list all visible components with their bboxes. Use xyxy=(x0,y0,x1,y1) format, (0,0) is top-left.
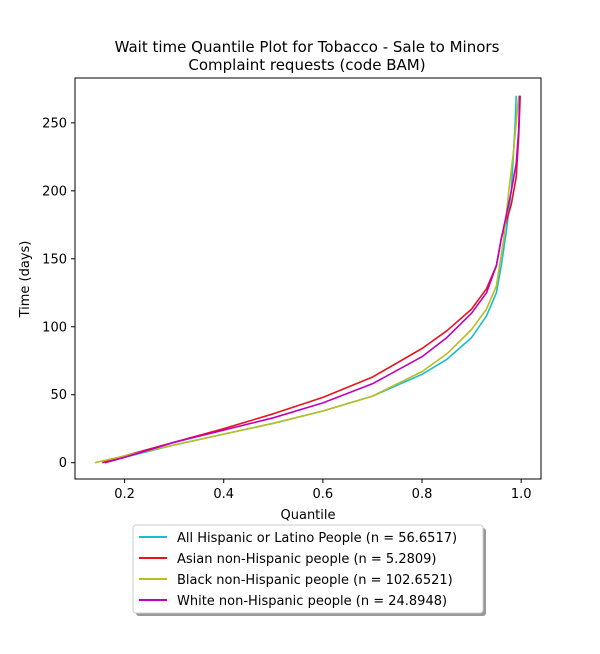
legend-label: All Hispanic or Latino People (n = 56.65… xyxy=(177,531,457,546)
x-tick-label: 1.0 xyxy=(511,487,532,502)
y-axis: 0 50 100 150 200 250 xyxy=(42,116,75,471)
legend: All Hispanic or Latino People (n = 56.65… xyxy=(132,524,486,616)
y-tick-label: 200 xyxy=(42,184,67,199)
plot-frame xyxy=(74,77,542,480)
x-tick-label: 0.6 xyxy=(313,487,334,502)
y-tick-label: 150 xyxy=(42,252,67,267)
chart-title-line-1: Wait time Quantile Plot for Tobacco - Sa… xyxy=(115,38,500,56)
x-axis: 0.2 0.4 0.6 0.8 1.0 xyxy=(114,479,532,502)
chart-title-line-2: Complaint requests (code BAM) xyxy=(188,56,425,74)
legend-box xyxy=(132,524,484,614)
legend-items: All Hispanic or Latino People (n = 56.65… xyxy=(139,531,457,609)
x-tick-label: 0.4 xyxy=(213,487,234,502)
y-tick-label: 50 xyxy=(50,388,67,403)
x-tick-label: 0.8 xyxy=(412,487,433,502)
series-lines xyxy=(94,95,521,464)
y-axis-label: Time (days) xyxy=(18,241,33,319)
series-line-2 xyxy=(102,95,521,464)
series-line-4 xyxy=(104,95,521,464)
legend-label: Asian non-Hispanic people (n = 5.2809) xyxy=(177,552,436,567)
legend-label: Black non-Hispanic people (n = 102.6521) xyxy=(177,573,453,588)
y-tick-label: 0 xyxy=(59,456,67,471)
legend-label: White non-Hispanic people (n = 24.8948) xyxy=(177,594,447,609)
y-tick-label: 250 xyxy=(42,116,67,131)
x-axis-label: Quantile xyxy=(281,508,336,523)
series-line-3 xyxy=(94,95,520,464)
y-tick-label: 100 xyxy=(42,320,67,335)
series-line-1 xyxy=(104,95,517,464)
x-tick-label: 0.2 xyxy=(114,487,135,502)
